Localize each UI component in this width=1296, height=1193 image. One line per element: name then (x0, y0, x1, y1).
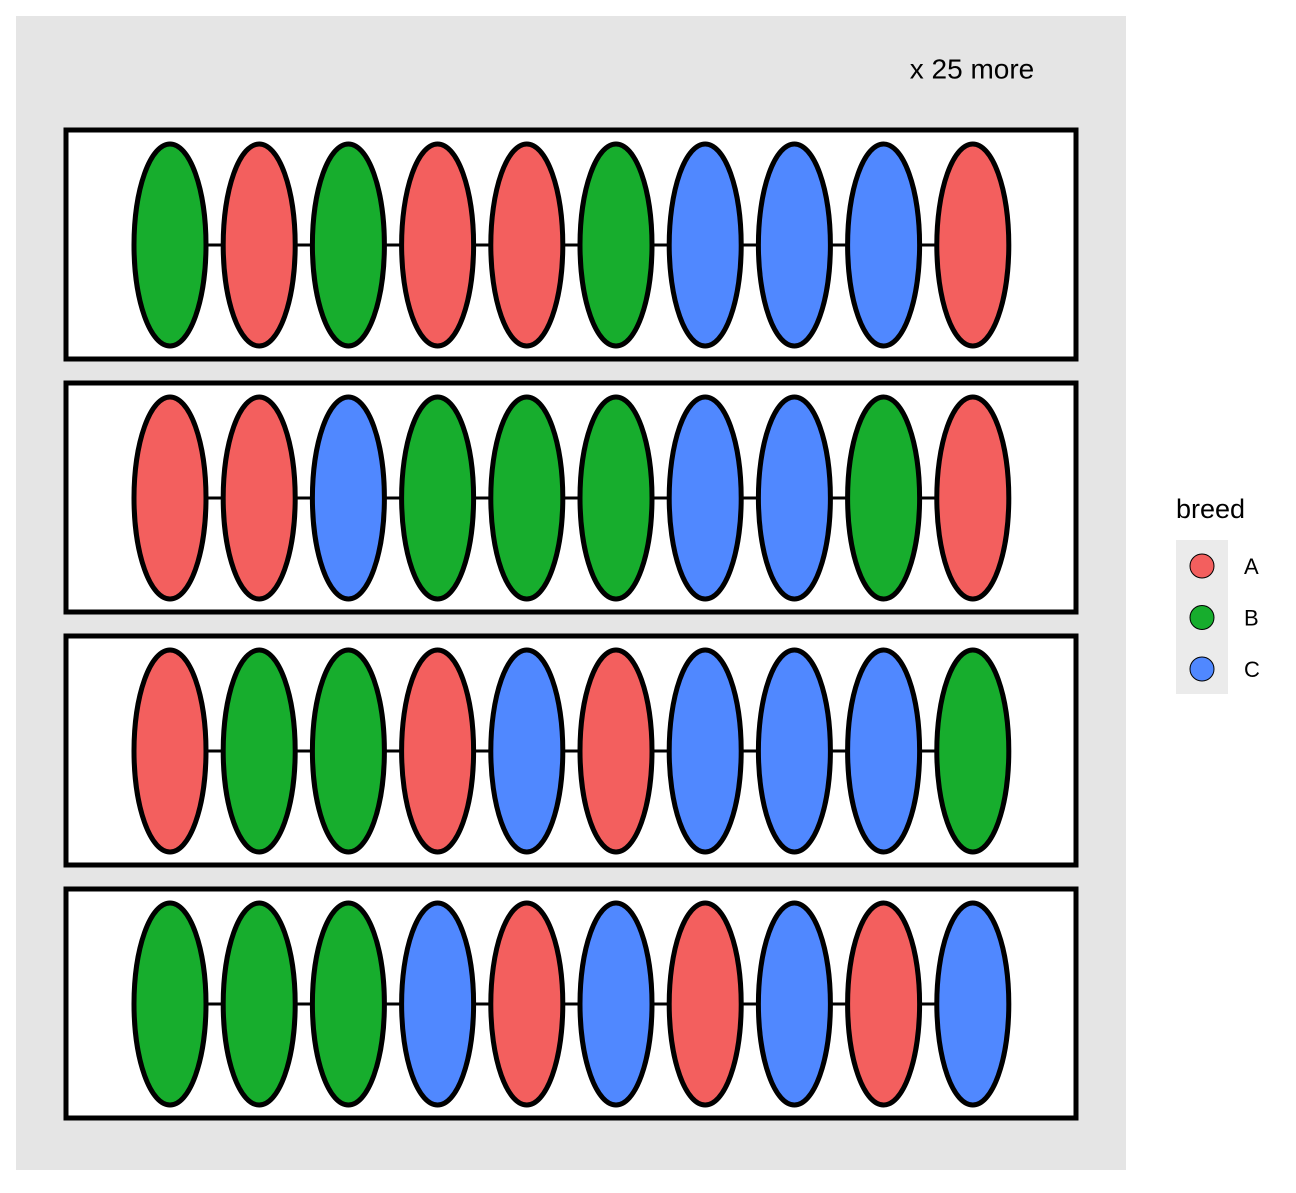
animal (666, 141, 744, 349)
animal (220, 141, 298, 349)
legend-label: C (1244, 657, 1260, 682)
legend-title: breed (1176, 494, 1245, 524)
legend-key (1189, 605, 1215, 630)
annotation: x 25 more (910, 53, 1035, 84)
animal (577, 647, 655, 855)
animal (577, 141, 655, 349)
animal (309, 394, 387, 602)
animal (309, 647, 387, 855)
animal (399, 647, 477, 855)
animal (577, 900, 655, 1108)
animal (845, 900, 923, 1108)
legend-label: A (1244, 554, 1259, 579)
animal (488, 394, 566, 602)
animal (309, 141, 387, 349)
animal (666, 900, 744, 1108)
animal (399, 900, 477, 1108)
animal (131, 900, 209, 1108)
animal (755, 647, 833, 855)
animal (845, 647, 923, 855)
animal (488, 900, 566, 1108)
legend-key (1189, 656, 1215, 682)
animal (220, 647, 298, 855)
animal (488, 647, 566, 855)
animal (309, 900, 387, 1108)
animal (666, 394, 744, 602)
animal (845, 394, 923, 602)
animal (666, 647, 744, 855)
legend-key (1189, 553, 1215, 579)
animal (220, 900, 298, 1108)
animal (131, 647, 209, 855)
animal (934, 141, 1012, 349)
animal (220, 394, 298, 602)
legend-label: B (1244, 605, 1259, 630)
animal (399, 141, 477, 349)
animal (399, 394, 477, 602)
animal (131, 394, 209, 602)
animal (577, 394, 655, 602)
animal (934, 647, 1012, 855)
animal (934, 394, 1012, 602)
animal (131, 141, 209, 349)
animal (755, 394, 833, 602)
animal (755, 141, 833, 349)
animal (755, 900, 833, 1108)
animal (934, 900, 1012, 1108)
animal (845, 141, 923, 349)
animal (488, 141, 566, 349)
